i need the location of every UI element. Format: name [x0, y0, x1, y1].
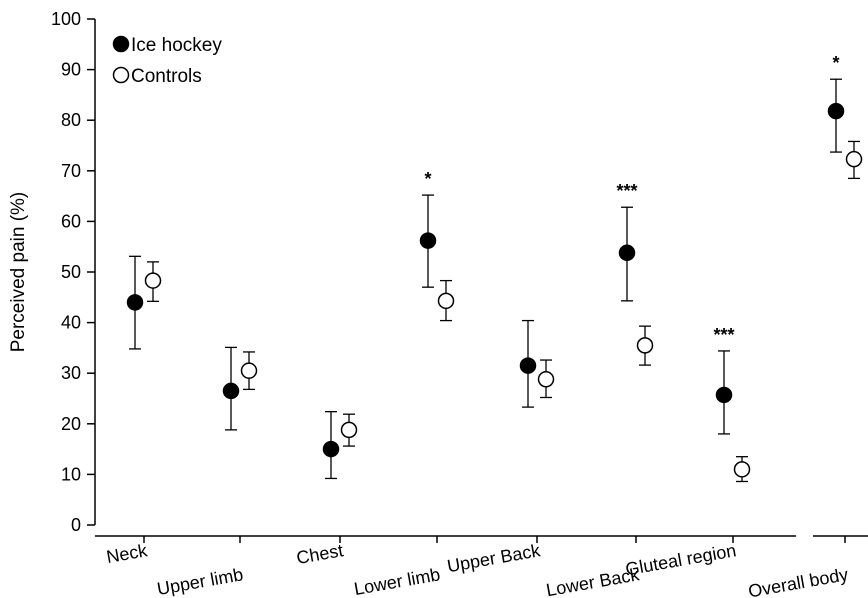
legend-label-controls: Controls [131, 66, 202, 87]
y-tick-label: 30 [61, 363, 81, 383]
y-tick-label: 100 [51, 9, 81, 29]
controls-point [144, 272, 162, 289]
ice-hockey-point [827, 102, 845, 120]
controls-point [240, 362, 258, 379]
y-tick-label: 0 [71, 515, 81, 535]
ice-hockey-point [715, 386, 733, 404]
legend-marker-ice-hockey [112, 35, 130, 53]
y-axis: 0 10 20 30 40 50 60 70 80 90 100 [51, 9, 96, 535]
significance-marker: * [832, 53, 839, 73]
data-points [126, 102, 863, 478]
y-tick-label: 60 [61, 211, 81, 231]
ice-hockey-point [322, 440, 340, 458]
x-tick-label: Lower limb [353, 564, 442, 598]
y-tick-label: 70 [61, 161, 81, 181]
ice-hockey-point [618, 244, 636, 262]
controls-point [437, 292, 455, 310]
y-axis-title: Perceived pain (%) [8, 192, 29, 353]
controls-point [845, 150, 863, 168]
y-tick-label: 50 [61, 262, 81, 282]
ice-hockey-point [126, 294, 144, 311]
x-tick-label: Chest [295, 540, 345, 568]
controls-point [733, 461, 751, 478]
ice-hockey-point [419, 232, 437, 249]
controls-point [340, 421, 358, 439]
legend: Ice hockey Controls [112, 35, 222, 87]
error-bars [129, 78, 860, 483]
ice-hockey-point [222, 382, 240, 400]
y-tick-label: 20 [61, 414, 81, 434]
significance-marker: *** [713, 325, 734, 345]
significance-marker: *** [616, 181, 637, 201]
x-tick-label: Gluteal region [624, 540, 738, 579]
legend-label-ice-hockey: Ice hockey [131, 35, 222, 56]
legend-marker-controls [112, 66, 130, 84]
controls-point [537, 371, 555, 388]
x-tick-label: Neck [105, 540, 150, 567]
significance-annotations: ******** [424, 53, 839, 345]
x-tick-label: Upper limb [156, 564, 245, 598]
y-tick-label: 90 [61, 60, 81, 80]
ice-hockey-point [519, 357, 537, 374]
controls-point [636, 337, 654, 354]
y-tick-label: 10 [61, 464, 81, 484]
y-tick-label: 40 [61, 313, 81, 333]
significance-marker: * [424, 169, 431, 189]
x-tick-label: Upper Back [446, 540, 543, 576]
x-tick-label: Overall body [747, 564, 850, 598]
y-tick-label: 80 [61, 110, 81, 130]
